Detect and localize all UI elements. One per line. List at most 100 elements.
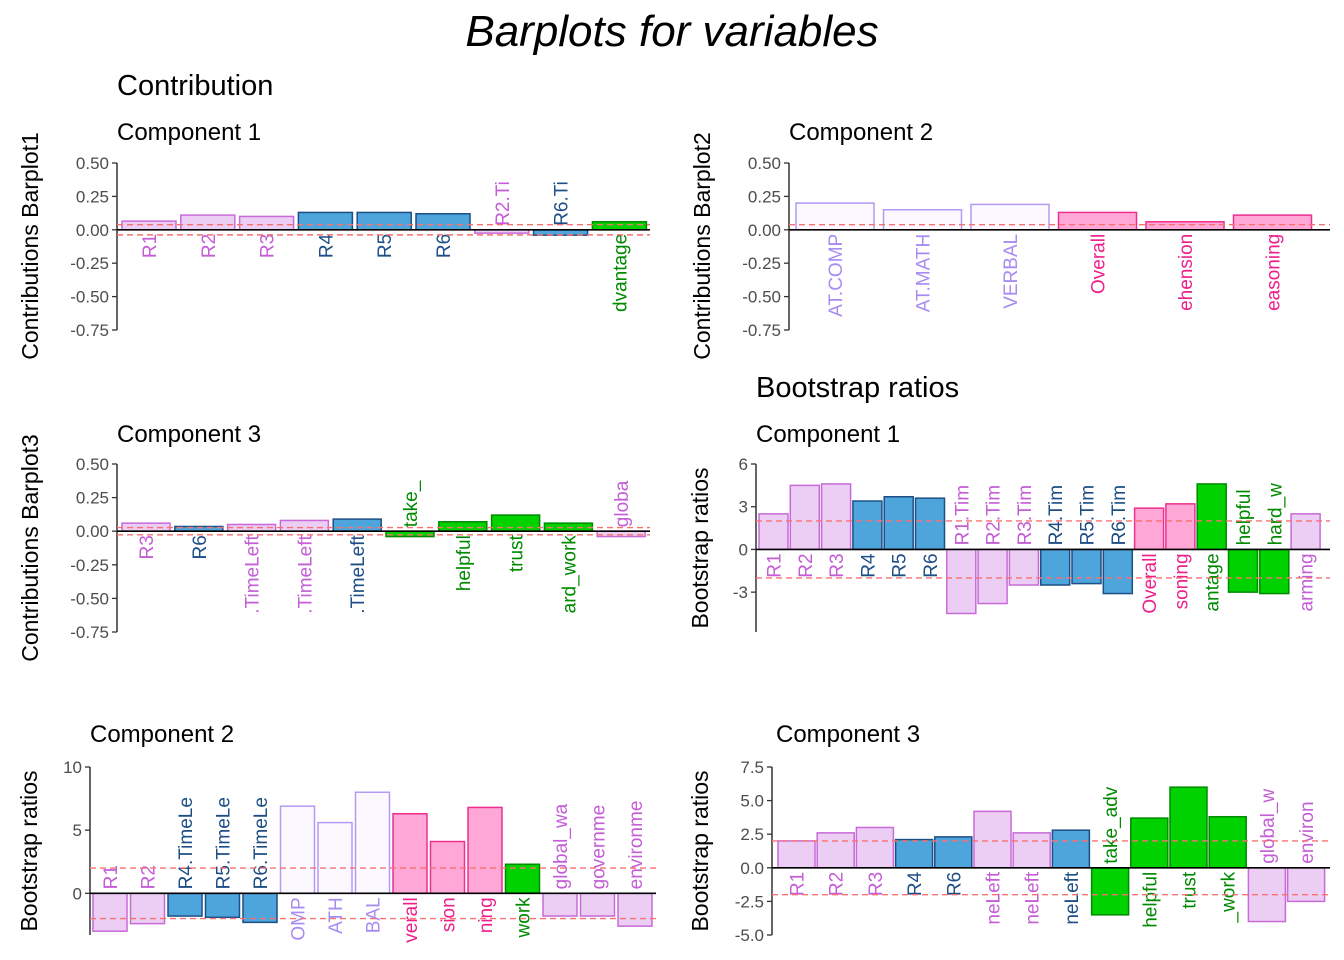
bar-R6.Tim xyxy=(1102,548,1134,595)
bar-label: arming xyxy=(1297,553,1318,611)
bar-antage xyxy=(1196,483,1227,551)
bar-AT.COMP xyxy=(795,202,875,231)
bar-R3 xyxy=(238,215,295,231)
bar-label: OMP xyxy=(289,897,310,940)
y-tick-label: -0.75 xyxy=(70,623,109,642)
bar-label: R4.TimeLe xyxy=(176,797,197,889)
y-tick-label: 5.0 xyxy=(740,792,764,811)
y-tick-label: -3 xyxy=(733,583,748,602)
bar-R4.TimeLe xyxy=(167,892,203,917)
bar-label: R6 xyxy=(944,872,965,896)
bar-R5 xyxy=(883,495,914,551)
bar-label: dvantage xyxy=(610,234,631,312)
bar-label: R3 xyxy=(258,234,279,258)
y-axis-label: Bootstrap ratios xyxy=(687,467,713,628)
section-bootstrap: Bootstrap ratios xyxy=(756,372,959,404)
bar-label: antage xyxy=(1203,553,1224,611)
bar-label: neLeft xyxy=(1062,871,1083,925)
panel-title: Component 1 xyxy=(756,421,900,448)
bar-R1 xyxy=(92,892,128,932)
bar-label: R6.Tim xyxy=(1109,485,1130,546)
bar-R1.Tim xyxy=(946,548,977,615)
panel-title: Component 2 xyxy=(789,119,933,146)
bar-label: BAL xyxy=(364,897,385,933)
y-tick-label: -0.25 xyxy=(70,556,109,575)
bar-soning xyxy=(1165,503,1196,551)
y-tick-label: -0.25 xyxy=(742,254,781,273)
bar-label: R6.TimeLe xyxy=(251,797,272,889)
bar-label: R1 xyxy=(140,234,161,258)
panel-5: Component 2 Bootstrap ratios 10 5 0 R1 R2 R4.Ti… xyxy=(16,721,656,943)
panels: Component 1 Contributions Barplot1 0.50 0.2… xyxy=(16,119,1330,945)
bar-label: R2.Ti xyxy=(493,181,514,226)
bar-OMP xyxy=(279,805,316,895)
section-contribution: Contribution xyxy=(117,70,273,102)
bar-R2 xyxy=(180,214,236,231)
y-axis-label: Contributions Barplot3 xyxy=(17,434,43,662)
bar-take_adv xyxy=(1090,867,1130,916)
bar-ATH xyxy=(317,821,353,895)
bar-label: VERBAL xyxy=(1001,234,1022,309)
bar-R2 xyxy=(789,484,821,551)
bar-label: environ xyxy=(1297,801,1318,863)
bar-environ xyxy=(1286,867,1326,903)
bar-label: _work xyxy=(1219,871,1240,923)
bar-R5.TimeLe xyxy=(204,892,241,919)
y-tick-label: 0.50 xyxy=(76,154,109,173)
bar-BAL xyxy=(354,791,391,895)
bar-label: R6 xyxy=(190,535,211,559)
bar-R6 xyxy=(934,836,973,869)
y-tick-label: 0.50 xyxy=(76,455,109,474)
bar-label: Overall xyxy=(1089,234,1110,294)
y-tick-label: 6 xyxy=(739,455,748,474)
bar-label: Overall xyxy=(1140,553,1161,613)
y-tick-label: 0.50 xyxy=(748,154,781,173)
bar-Overall xyxy=(1133,507,1165,551)
bar-R2.Tim xyxy=(977,548,1008,605)
bar-neLeft xyxy=(1051,829,1091,869)
bar-take_ xyxy=(385,530,435,538)
bar-label: .TimeLeft xyxy=(295,534,316,613)
bar-label: neLeft xyxy=(1023,871,1044,925)
bar-helpful xyxy=(1130,817,1169,869)
bar-label: helpful xyxy=(454,535,475,591)
panel-1: Component 1 Contributions Barplot1 0.50 0.2… xyxy=(17,119,650,360)
bar-label: helpful xyxy=(1234,489,1255,545)
bar-label: R4 xyxy=(905,871,926,896)
y-tick-label: 0.00 xyxy=(748,221,781,240)
y-tick-label: 0.00 xyxy=(76,221,109,240)
y-axis-label: Bootstrap ratios xyxy=(16,770,42,931)
bar-label: globa xyxy=(612,480,633,527)
bar-label: R4.Tim xyxy=(1046,485,1067,546)
bar-R1 xyxy=(121,220,177,231)
y-tick-label: -0.75 xyxy=(70,321,109,340)
bar-label: R3 xyxy=(827,553,848,577)
bar-R5 xyxy=(356,211,412,231)
y-tick-label: 2.5 xyxy=(740,825,764,844)
bar-label: verall xyxy=(401,897,422,942)
panel-title: Component 3 xyxy=(776,721,920,748)
bar-label: environme xyxy=(626,801,647,890)
bar-label: ATH xyxy=(326,897,347,934)
y-tick-label: 10 xyxy=(63,758,82,777)
bar-label: R2 xyxy=(796,553,817,577)
bar-neLeft xyxy=(973,810,1012,869)
bar-ehension xyxy=(1145,221,1225,231)
bar-label: R2 xyxy=(199,234,220,258)
bar-R6.TimeLe xyxy=(242,892,278,924)
bar-R2 xyxy=(816,832,855,869)
bar-easoning xyxy=(1232,214,1313,231)
bar-label: R1 xyxy=(788,872,809,896)
bar-label: take_ xyxy=(401,480,422,527)
bar-label: R2 xyxy=(827,872,848,896)
bar-AT.MATH xyxy=(882,209,963,231)
y-tick-label: 0.25 xyxy=(748,187,781,206)
y-axis-label: Contributions Barplot2 xyxy=(689,132,715,360)
bar-hard_w xyxy=(1259,548,1290,595)
bar-label: global_w xyxy=(1258,789,1279,864)
bar-label: R1.Tim xyxy=(952,485,973,546)
bar-label: R4 xyxy=(858,553,879,578)
bar-R3 xyxy=(855,826,895,869)
panel-title: Component 2 xyxy=(90,721,234,748)
